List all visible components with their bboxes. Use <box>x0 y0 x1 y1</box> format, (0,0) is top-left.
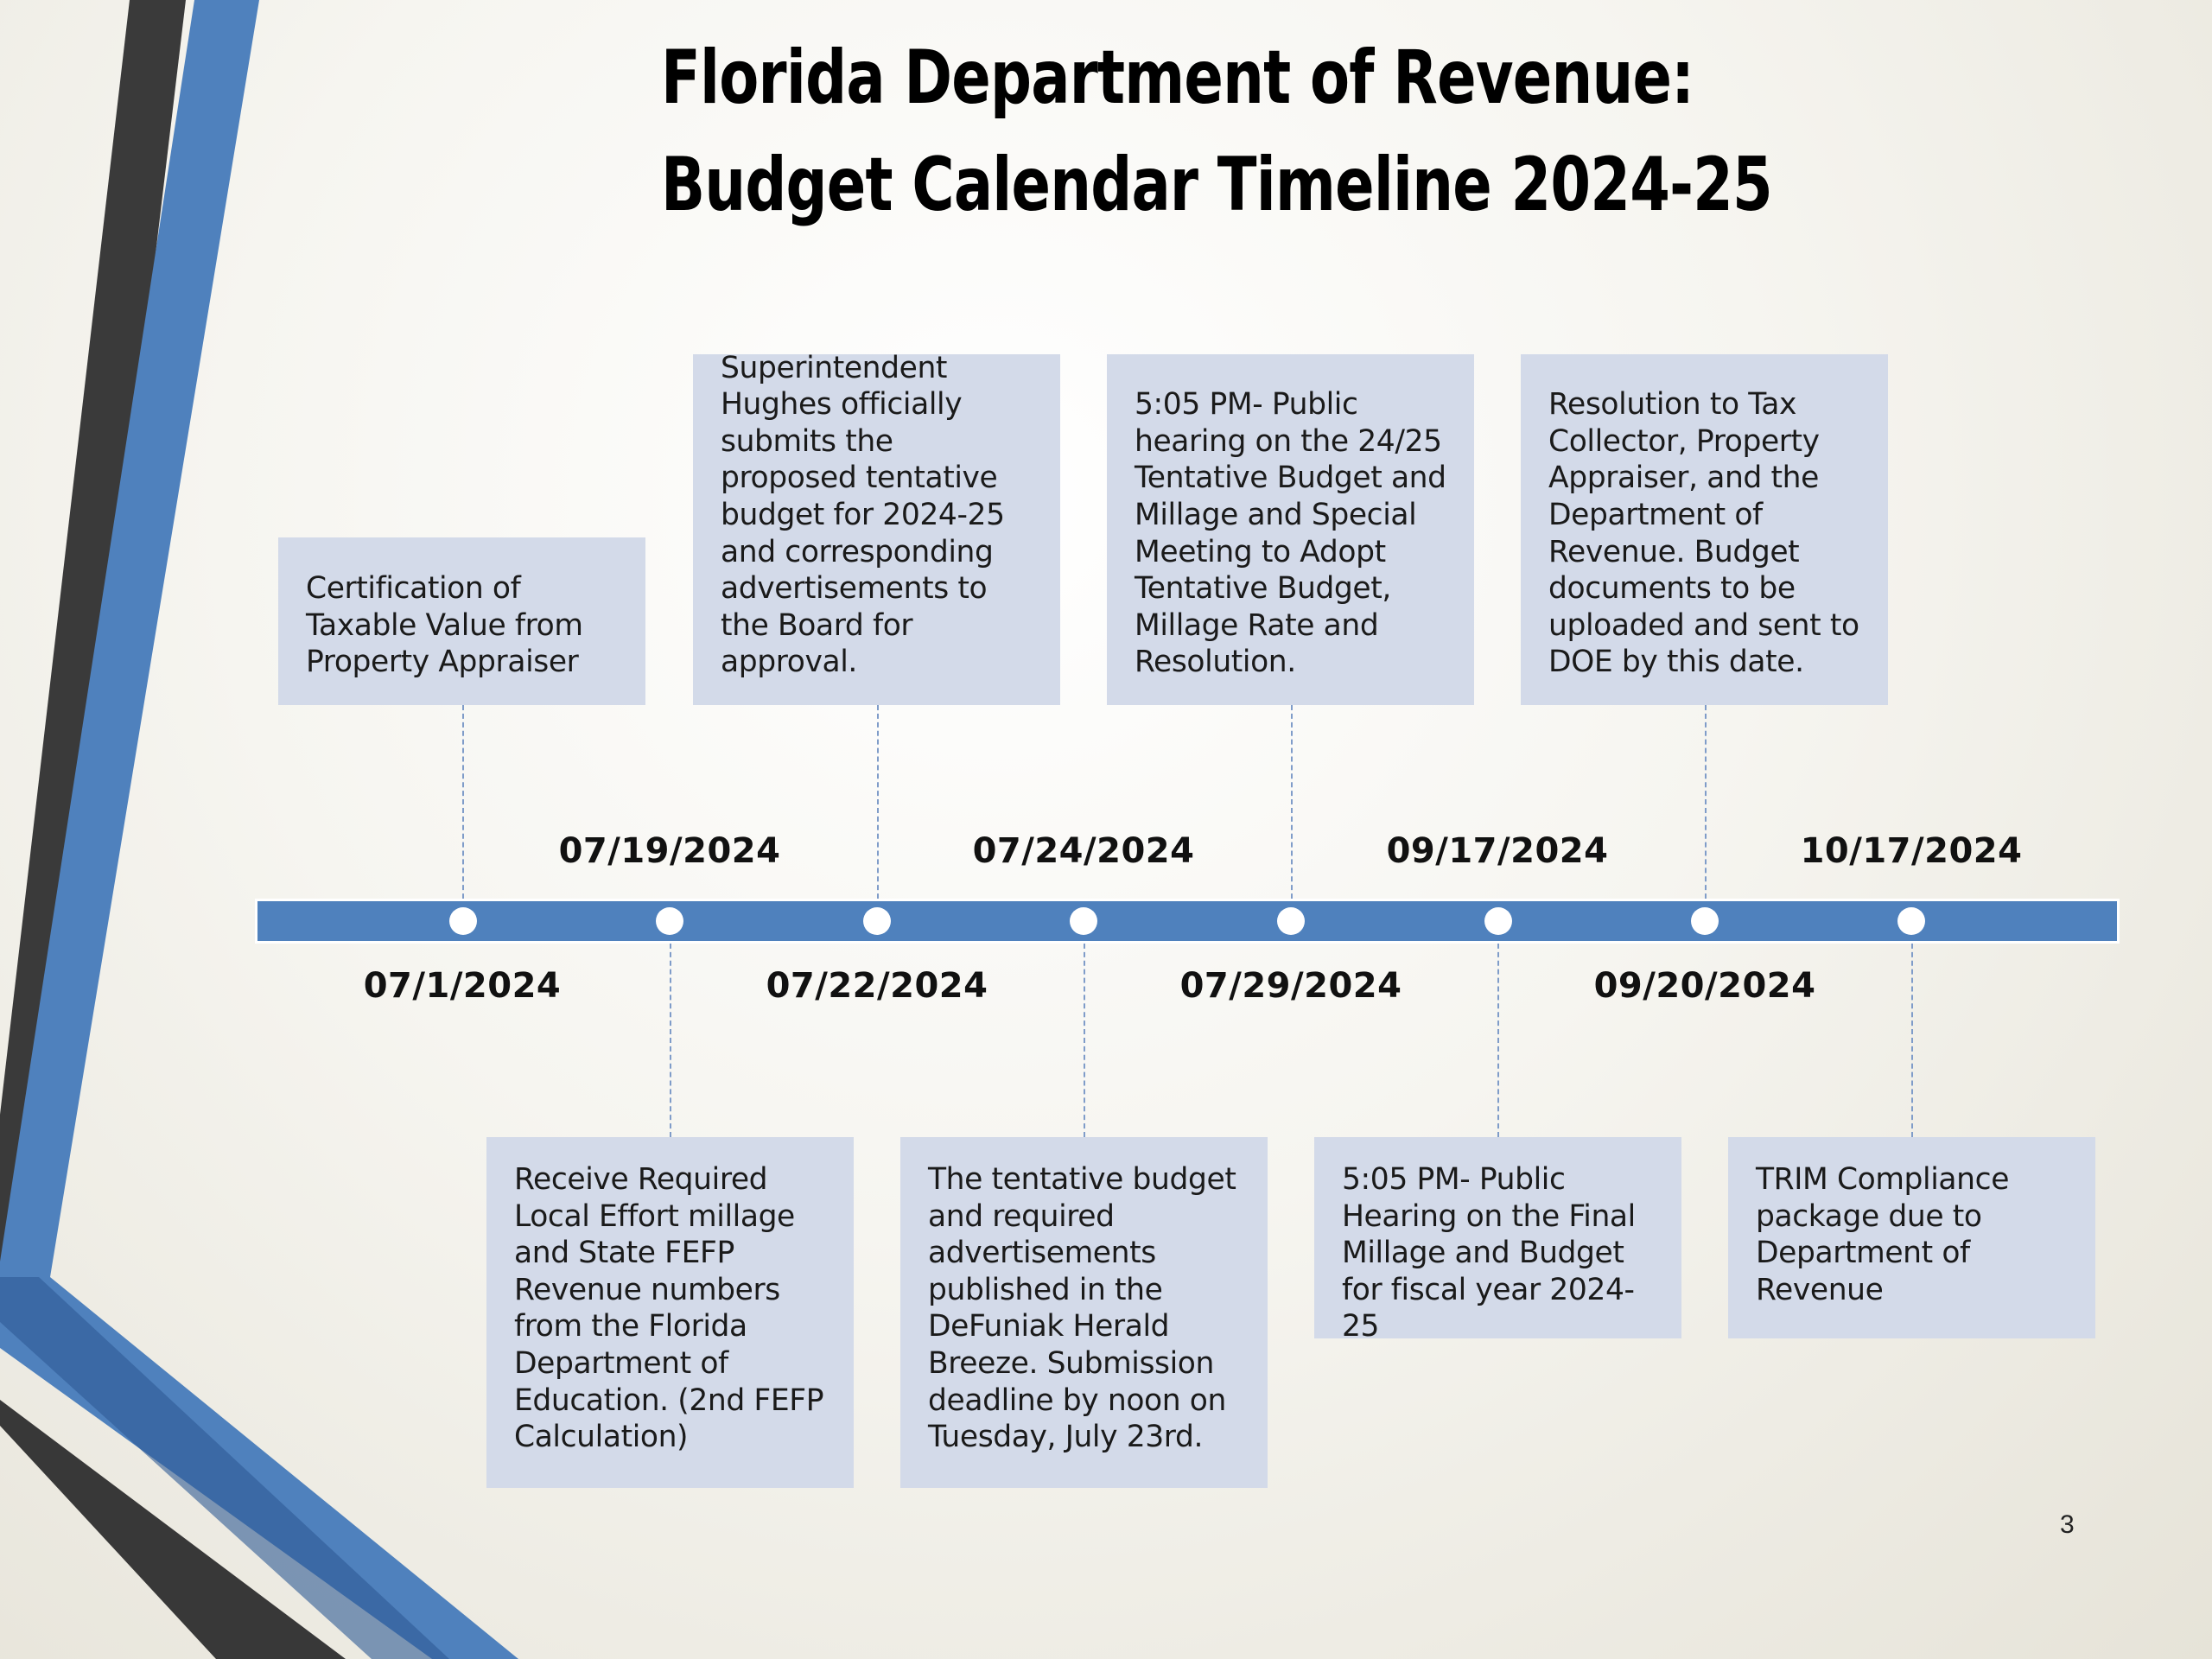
leader-line <box>877 705 879 907</box>
event-card-09-17: 5:05 PM- Public Hearing on the Final Mil… <box>1314 1137 1681 1344</box>
date-label: 09/17/2024 <box>1386 831 1609 871</box>
leader-line <box>1497 935 1499 1137</box>
date-label: 07/24/2024 <box>972 831 1195 871</box>
decorative-stripes <box>0 0 518 1659</box>
page-title: Florida Department of Revenue: Budget Ca… <box>661 35 1773 228</box>
page-number: 3 <box>2060 1510 2075 1539</box>
leader-line <box>1084 935 1085 1137</box>
timeline-marker <box>656 907 683 935</box>
event-card-07-19: Receive Required Local Effort millage an… <box>486 1137 854 1488</box>
leader-line <box>1291 705 1293 907</box>
timeline-bar <box>255 899 2120 944</box>
event-card-07-24: The tentative budget and required advert… <box>900 1137 1268 1488</box>
event-card-07-22: Superintendent Hughes officially submits… <box>693 351 1060 705</box>
date-label: 07/1/2024 <box>363 966 562 1006</box>
leader-line <box>462 705 464 907</box>
event-card-07-01: Certification of Taxable Value from Prop… <box>278 537 645 705</box>
leader-line <box>670 935 671 1137</box>
timeline-marker <box>1897 907 1925 935</box>
event-card-07-29: 5:05 PM- Public hearing on the 24/25 Ten… <box>1107 354 1474 705</box>
event-card-10-17: TRIM Compliance package due to Departmen… <box>1728 1137 2095 1338</box>
leader-line <box>1911 935 1913 1137</box>
timeline-marker <box>863 907 891 935</box>
timeline-marker <box>449 907 477 935</box>
date-label: 07/22/2024 <box>766 966 988 1006</box>
date-label: 10/17/2024 <box>1800 831 2023 871</box>
date-label: 07/29/2024 <box>1179 966 1402 1006</box>
timeline-marker <box>1691 907 1719 935</box>
timeline-marker <box>1484 907 1512 935</box>
timeline-marker <box>1277 907 1305 935</box>
timeline-marker <box>1070 907 1097 935</box>
date-label: 09/20/2024 <box>1593 966 1816 1006</box>
date-label: 07/19/2024 <box>558 831 781 871</box>
leader-line <box>1705 705 1707 907</box>
event-card-09-20: Resolution to Tax Collector, Property Ap… <box>1521 354 1888 705</box>
